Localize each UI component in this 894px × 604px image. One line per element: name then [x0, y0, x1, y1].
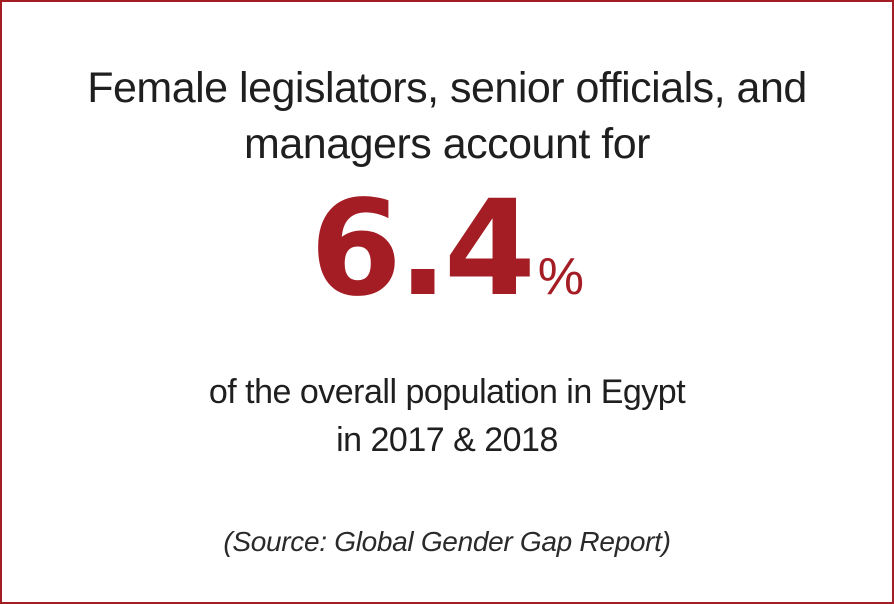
subline-line-2: in 2017 & 2018 [336, 421, 558, 459]
stat-value: 6.4 [309, 172, 536, 326]
subline: of the overall population in Egypt in 20… [2, 368, 892, 464]
subline-line-1: of the overall population in Egypt [208, 373, 686, 411]
headline-line-1: Female legislators, senior officials, an… [87, 64, 807, 112]
stat-unit: % [537, 248, 585, 306]
source-citation: (Source: Global Gender Gap Report) [223, 526, 671, 557]
statistic: 6.4 % [2, 172, 892, 326]
headline-line-2: managers account for [244, 120, 650, 168]
headline: Female legislators, senior officials, an… [2, 60, 892, 172]
